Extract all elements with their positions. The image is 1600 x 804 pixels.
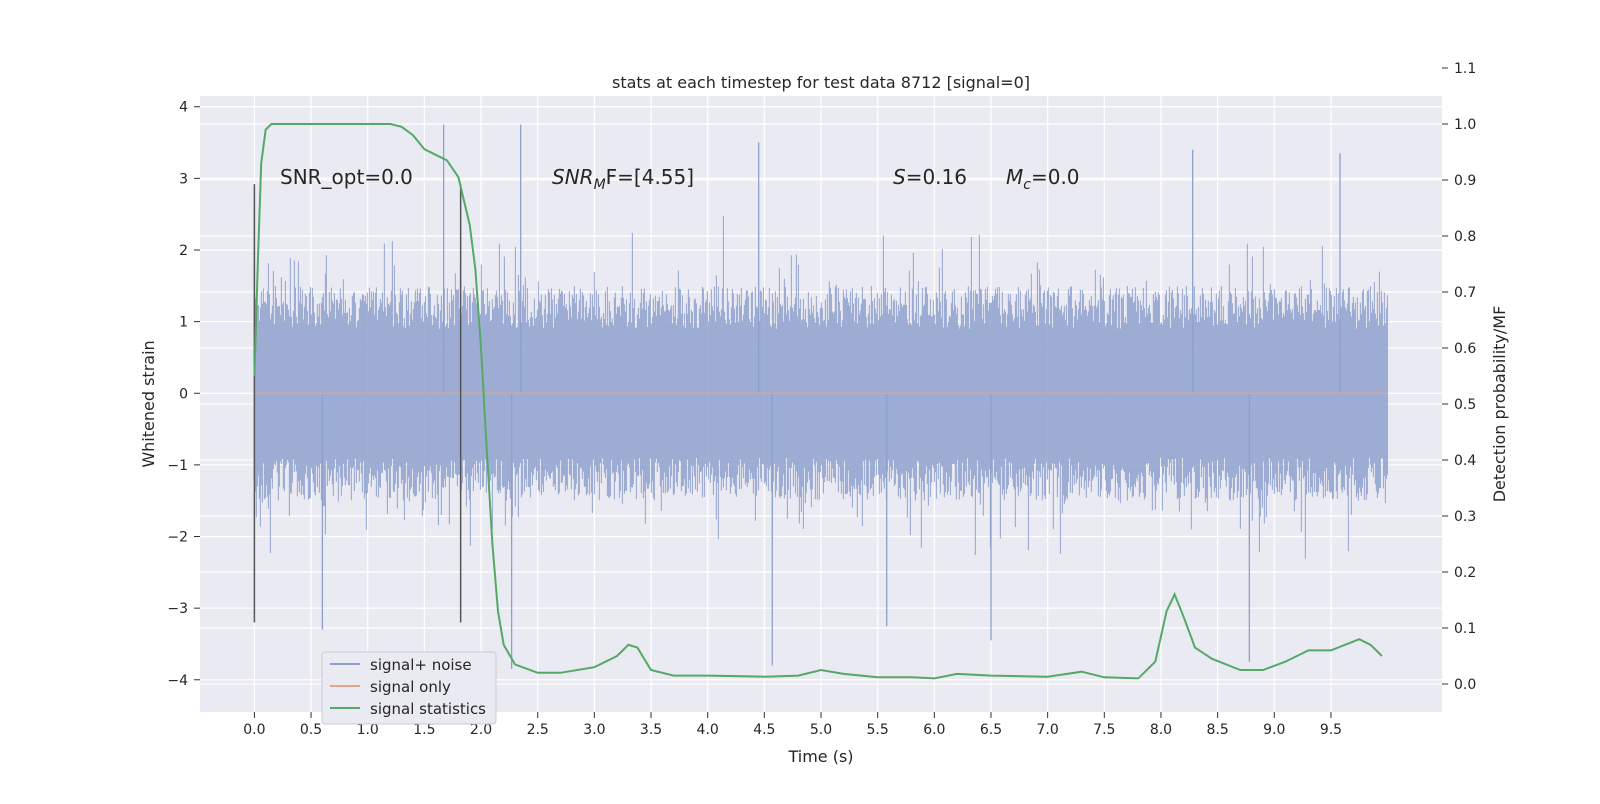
y-tick-label-right: 0.6 [1454,341,1476,357]
x-tick-label: 6.5 [980,722,1002,738]
y-tick-label-left: −1 [167,458,188,474]
annotation-s-sym: S [893,165,906,189]
y-ticks-right: 1.1 1.0 0.9 0.8 0.7 0.6 0.5 0.4 0.3 0.2 0.1 0.0 [1442,61,1476,693]
x-axis-label: Time (s) [787,747,853,766]
y-tick-label-right: 0.0 [1454,677,1476,693]
x-ticks: 0.0 0.5 1.0 1.5 2.0 2.5 3.0 3.5 4.0 4.5 5.0 5.5 6.0 6… [243,712,1342,738]
y-tick-label-right: 0.4 [1454,453,1476,469]
y-tick-label-right: 0.3 [1454,509,1476,525]
x-tick-label: 4.0 [697,722,719,738]
annotation-s-val: =0.16 [906,165,967,189]
statistics-line [253,123,1383,680]
legend-label-signal-only: signal only [370,678,451,696]
legend: signal+ noise signal only signal statist… [321,651,497,725]
annotation-mc: Mc=0.0 [1006,165,1080,193]
y-tick-label-right: 0.1 [1454,621,1476,637]
x-tick-label: 4.5 [753,722,775,738]
y-tick-label-left: −4 [167,673,188,689]
vertical-markers [253,184,462,623]
y-tick-label-left: 3 [179,171,188,187]
x-tick-label: 6.0 [923,722,945,738]
y-tick-label-right: 0.5 [1454,397,1476,413]
y-axis-label-right: Detection probability/MF [1490,306,1509,503]
x-tick-label: 1.0 [357,722,379,738]
y-tick-label-left: 2 [179,243,188,259]
legend-label-statistics: signal statistics [370,700,486,718]
x-tick-label: 7.5 [1093,722,1115,738]
y-tick-label-right: 0.7 [1454,285,1476,301]
x-tick-label: 8.0 [1150,722,1172,738]
annotation-mc-sym: M [1006,165,1023,189]
y-tick-label-left: −2 [167,530,188,546]
x-tick-label: 3.5 [640,722,662,738]
annotation-s: S=0.16 [893,165,967,189]
x-tick-label: 5.0 [810,722,832,738]
y-tick-label-right: 0.9 [1454,173,1476,189]
y-tick-label-right: 0.2 [1454,565,1476,581]
x-tick-label: 8.5 [1206,722,1228,738]
noise-series [253,124,1388,670]
x-tick-label: 3.0 [583,722,605,738]
y-tick-label-right: 0.8 [1454,229,1476,245]
y-tick-label-left: 4 [179,100,188,116]
y-tick-label-left: 0 [179,386,188,402]
legend-label-signal-noise: signal+ noise [370,656,472,674]
y-ticks-left: 4 3 2 1 0 −1 −2 −3 −4 [167,100,200,689]
x-tick-label: 9.0 [1263,722,1285,738]
annotation-snr-mf-main: SNR [552,165,594,189]
annotation-snr-mf: SNRMF=[4.55] [552,165,694,193]
y-tick-label-left: 1 [179,315,188,331]
chart-title: stats at each timestep for test data 871… [612,73,1030,92]
x-tick-label: 2.5 [527,722,549,738]
annotation-snr-opt: SNR_opt=0.0 [280,165,413,189]
y-axis-label-left: Whitened strain [139,340,158,467]
annotation-mc-val: =0.0 [1031,165,1080,189]
y-tick-label-left: −3 [167,601,188,617]
x-tick-label: 9.5 [1320,722,1342,738]
annotation-snr-mf-sub: M [594,177,606,193]
y-tick-label-right: 1.1 [1454,61,1476,77]
x-tick-label: 5.5 [867,722,889,738]
annotation-snr-mf-rest: F=[4.55] [606,165,694,189]
x-tick-label: 0.0 [243,722,265,738]
y-tick-label-right: 1.0 [1454,117,1476,133]
x-tick-label: 2.0 [470,722,492,738]
x-tick-label: 7.0 [1037,722,1059,738]
x-tick-label: 1.5 [413,722,435,738]
x-tick-label: 0.5 [300,722,322,738]
annotation-mc-sub: c [1023,177,1031,193]
legend-box [321,651,497,725]
